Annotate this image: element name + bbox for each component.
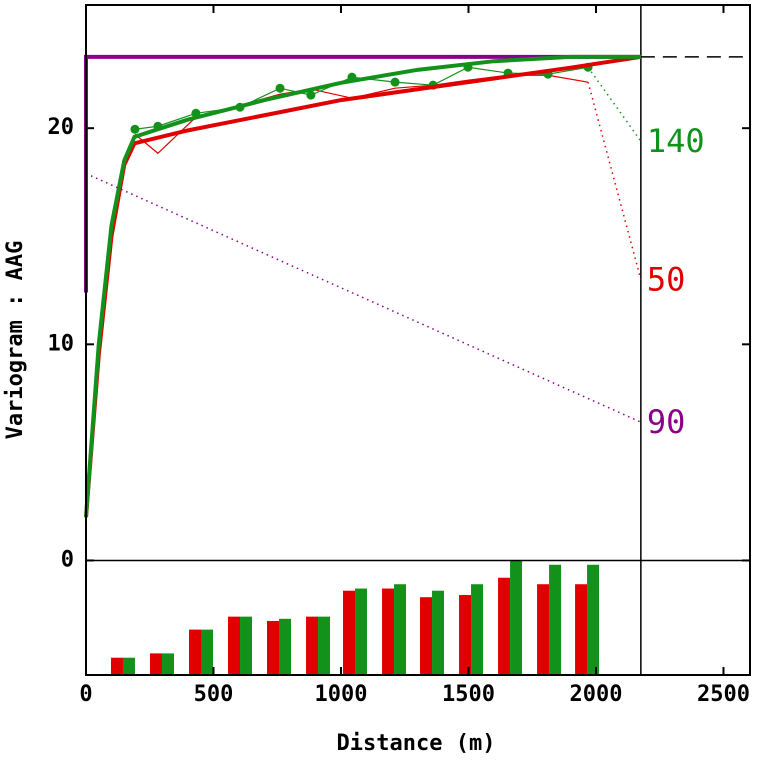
histogram-bar [149,653,162,675]
y-tick-label: 10 [48,331,75,356]
histogram-bar [432,590,445,675]
histogram-bar [382,588,395,675]
series-label: 140 [647,122,705,160]
x-axis-label: Distance (m) [337,731,496,756]
histogram-bar [201,629,214,675]
histogram-bar [355,588,368,675]
histogram-bar [122,657,135,675]
histogram-bar [318,616,331,675]
histogram-bar [279,618,292,675]
series-line [84,54,641,518]
x-tick-label: 500 [194,682,234,707]
data-point [130,124,140,134]
x-tick-label: 0 [79,682,92,707]
histogram-bar [306,616,319,675]
histogram-bar [549,564,562,675]
histogram-bar [189,629,202,675]
plot-frame [85,4,751,676]
histogram-bar [394,584,407,675]
data-point [275,83,285,93]
histogram-bar [228,616,241,675]
histogram-bar [343,590,356,675]
x-tick-label: 1000 [315,682,368,707]
series-line [84,54,641,293]
histogram-bar [498,577,511,675]
data-point [390,77,400,87]
histogram-bar [420,597,433,675]
histogram-bar [161,653,174,675]
histogram-bar [537,584,550,675]
histogram-bar [575,584,588,675]
histogram-bar [471,584,484,675]
histogram-bar [587,564,600,675]
x-tick-label: 2000 [569,682,622,707]
x-tick-label: 2500 [697,682,750,707]
y-tick-label: 0 [61,547,74,572]
series-label: 90 [647,403,686,441]
histogram-bar [267,620,280,675]
histogram-bar [240,616,253,675]
series-line [85,172,642,423]
data-point [306,90,316,100]
x-tick-label: 1500 [442,682,495,707]
histogram-bar [110,657,123,675]
histogram-bar [510,560,523,675]
series-line [587,66,642,142]
histogram-bar [459,595,472,675]
series-label: 50 [647,260,686,298]
series-line [587,81,642,280]
y-axis-label: Variogram : AAG [3,241,28,440]
y-tick-label: 20 [48,115,75,140]
